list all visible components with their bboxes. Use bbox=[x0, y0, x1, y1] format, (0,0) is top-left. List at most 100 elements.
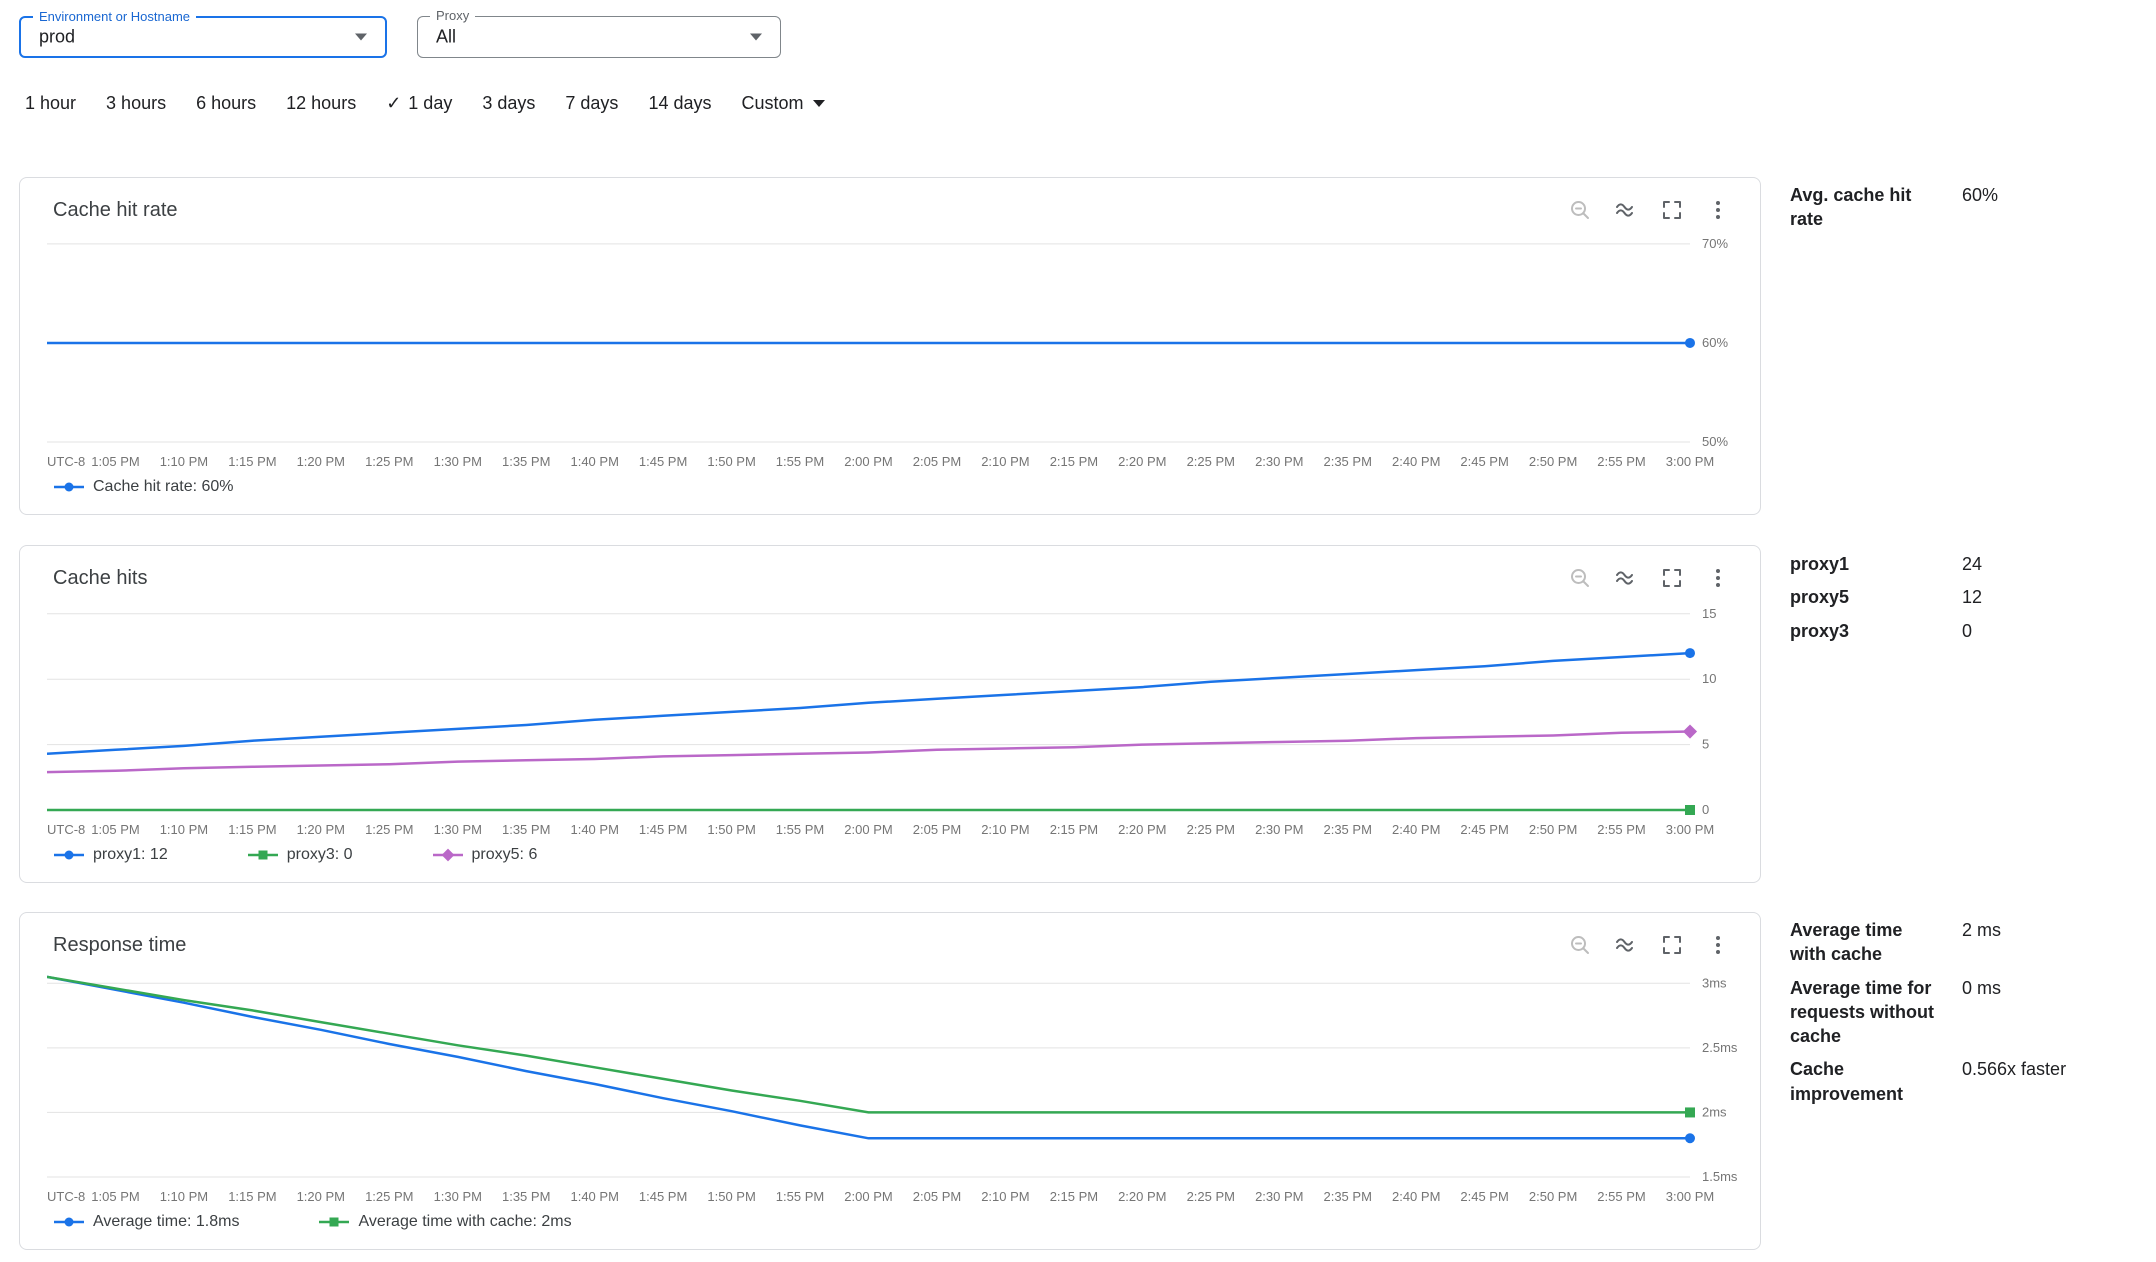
chart-legend: proxy1: 12 proxy3: 0 proxy5: 6 bbox=[20, 842, 1760, 864]
time-range-custom-label: Custom bbox=[741, 93, 804, 113]
svg-text:2:45 PM: 2:45 PM bbox=[1460, 454, 1508, 469]
time-range-1-hour[interactable]: 1 hour bbox=[25, 93, 77, 113]
summary-label: proxy5 bbox=[1790, 587, 1850, 608]
svg-text:1:45 PM: 1:45 PM bbox=[639, 454, 687, 469]
time-range-1-day[interactable]: ✓ 1 day bbox=[386, 93, 452, 114]
series-marker-icon bbox=[319, 1215, 350, 1229]
time-range-selector: 1 hour 3 hours 6 hours 12 hours ✓ 1 day … bbox=[25, 93, 825, 114]
card-header: Response time bbox=[20, 913, 1760, 957]
legend-item: Average time: 1.8ms bbox=[54, 1213, 239, 1231]
svg-text:10: 10 bbox=[1702, 671, 1716, 686]
svg-text:2:35 PM: 2:35 PM bbox=[1323, 822, 1371, 837]
svg-text:1:35 PM: 1:35 PM bbox=[502, 454, 550, 469]
svg-text:2:20 PM: 2:20 PM bbox=[1118, 454, 1166, 469]
svg-text:1:35 PM: 1:35 PM bbox=[502, 822, 550, 837]
smoothing-icon[interactable] bbox=[1614, 198, 1638, 222]
summary-label: Cache improvement bbox=[1790, 1059, 1904, 1104]
svg-text:1:50 PM: 1:50 PM bbox=[707, 454, 755, 469]
series-marker-icon bbox=[432, 848, 463, 862]
zoom-out-icon[interactable] bbox=[1568, 933, 1592, 957]
svg-text:1:15 PM: 1:15 PM bbox=[228, 454, 276, 469]
smoothing-icon[interactable] bbox=[1614, 933, 1638, 957]
svg-text:1:25 PM: 1:25 PM bbox=[365, 454, 413, 469]
time-range-custom[interactable]: Custom bbox=[741, 93, 825, 114]
series-marker-icon bbox=[54, 1215, 84, 1229]
smoothing-icon[interactable] bbox=[1614, 566, 1638, 590]
time-range-14-days[interactable]: 14 days bbox=[648, 93, 712, 113]
svg-text:70%: 70% bbox=[1702, 238, 1728, 251]
more-options-icon[interactable] bbox=[1706, 566, 1730, 590]
card-header: Cache hit rate bbox=[20, 178, 1760, 222]
svg-text:2:00 PM: 2:00 PM bbox=[844, 454, 892, 469]
svg-text:2:00 PM: 2:00 PM bbox=[844, 822, 892, 837]
svg-text:2:50 PM: 2:50 PM bbox=[1529, 822, 1577, 837]
summary-value: 2 ms bbox=[1962, 920, 2002, 940]
zoom-out-icon[interactable] bbox=[1568, 198, 1592, 222]
svg-text:1:20 PM: 1:20 PM bbox=[297, 822, 345, 837]
summary-row: Average time with cache 2 ms bbox=[1790, 918, 2156, 967]
summary-value: 0.566x faster bbox=[1962, 1059, 2067, 1080]
chart-title: Cache hits bbox=[53, 566, 148, 589]
legend-item: proxy1: 12 bbox=[54, 846, 168, 864]
chart-title: Response time bbox=[53, 933, 187, 956]
cache-hit-rate-summary: Avg. cache hit rate 60% bbox=[1790, 183, 2156, 241]
response-time-summary: Average time with cache 2 ms Average tim… bbox=[1790, 918, 2156, 1115]
time-range-6-hours[interactable]: 6 hours bbox=[196, 93, 257, 113]
svg-text:2:20 PM: 2:20 PM bbox=[1118, 822, 1166, 837]
svg-text:1:25 PM: 1:25 PM bbox=[365, 822, 413, 837]
fullscreen-icon[interactable] bbox=[1660, 198, 1684, 222]
environment-select[interactable]: Environment or Hostname prod bbox=[19, 9, 387, 58]
series-marker-icon bbox=[247, 848, 278, 862]
cache-hit-rate-chart[interactable]: 70% 60% 50% UTC-8 1:05 PM 1:10 PM 1:15 PM 1:20 … bbox=[47, 238, 1747, 474]
fullscreen-icon[interactable] bbox=[1660, 933, 1684, 957]
svg-text:1:05 PM: 1:05 PM bbox=[91, 822, 139, 837]
svg-text:1:15 PM: 1:15 PM bbox=[228, 822, 276, 837]
series-marker-icon bbox=[54, 848, 84, 862]
svg-text:1:10 PM: 1:10 PM bbox=[160, 1189, 208, 1204]
zoom-out-icon[interactable] bbox=[1568, 566, 1592, 590]
svg-text:1.5ms: 1.5ms bbox=[1702, 1169, 1738, 1184]
response-time-chart[interactable]: 3ms 2.5ms 2ms 1.5ms UTC-8 1:05 PM 1:10 PM 1:15 … bbox=[47, 973, 1747, 1209]
svg-text:1:05 PM: 1:05 PM bbox=[91, 1189, 139, 1204]
legend-label: Average time: 1.8ms bbox=[93, 1213, 240, 1230]
svg-text:1:30 PM: 1:30 PM bbox=[434, 822, 482, 837]
time-range-3-days[interactable]: 3 days bbox=[482, 93, 536, 113]
svg-text:2:55 PM: 2:55 PM bbox=[1597, 454, 1645, 469]
check-icon: ✓ bbox=[386, 93, 402, 113]
svg-text:1:30 PM: 1:30 PM bbox=[434, 454, 482, 469]
legend-label: Average time with cache: 2ms bbox=[358, 1213, 572, 1230]
time-range-1-day-label: 1 day bbox=[408, 93, 453, 113]
more-options-icon[interactable] bbox=[1706, 933, 1730, 957]
svg-text:50%: 50% bbox=[1702, 434, 1728, 449]
svg-text:1:10 PM: 1:10 PM bbox=[160, 454, 208, 469]
svg-text:1:55 PM: 1:55 PM bbox=[776, 1189, 824, 1204]
svg-text:1:45 PM: 1:45 PM bbox=[639, 1189, 687, 1204]
svg-text:2:15 PM: 2:15 PM bbox=[1050, 454, 1098, 469]
svg-text:2:40 PM: 2:40 PM bbox=[1392, 454, 1440, 469]
proxy-value: All bbox=[436, 26, 457, 47]
cache-hits-chart[interactable]: 15 10 5 0 UTC-8 1:05 PM 1:10 PM 1:15 PM 1:20 PM 1… bbox=[47, 606, 1747, 842]
svg-text:2:10 PM: 2:10 PM bbox=[981, 822, 1029, 837]
time-range-12-hours[interactable]: 12 hours bbox=[286, 93, 357, 113]
svg-text:3ms: 3ms bbox=[1702, 975, 1727, 990]
svg-text:2:45 PM: 2:45 PM bbox=[1460, 822, 1508, 837]
time-range-3-hours[interactable]: 3 hours bbox=[106, 93, 167, 113]
svg-text:1:15 PM: 1:15 PM bbox=[228, 1189, 276, 1204]
svg-text:UTC-8: UTC-8 bbox=[47, 1189, 85, 1204]
svg-text:1:30 PM: 1:30 PM bbox=[434, 1189, 482, 1204]
svg-text:UTC-8: UTC-8 bbox=[47, 822, 85, 837]
proxy-select[interactable]: Proxy All bbox=[417, 8, 781, 58]
environment-value: prod bbox=[39, 26, 76, 47]
summary-label: Avg. cache hit rate bbox=[1790, 185, 1912, 230]
svg-text:1:55 PM: 1:55 PM bbox=[776, 454, 824, 469]
svg-text:2:10 PM: 2:10 PM bbox=[981, 1189, 1029, 1204]
svg-text:2:00 PM: 2:00 PM bbox=[844, 1189, 892, 1204]
time-range-7-days[interactable]: 7 days bbox=[565, 93, 619, 113]
summary-row: Avg. cache hit rate 60% bbox=[1790, 183, 2156, 232]
svg-text:2:25 PM: 2:25 PM bbox=[1187, 822, 1235, 837]
legend-label: proxy3: 0 bbox=[286, 846, 353, 863]
more-options-icon[interactable] bbox=[1706, 198, 1730, 222]
fullscreen-icon[interactable] bbox=[1660, 566, 1684, 590]
svg-text:2:55 PM: 2:55 PM bbox=[1597, 1189, 1645, 1204]
